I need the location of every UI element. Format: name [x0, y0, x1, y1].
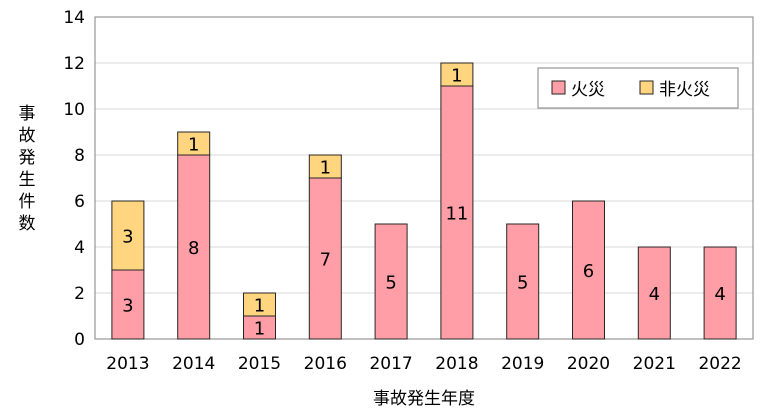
bar-value-label: 1	[254, 319, 265, 340]
y-axis-title-text: 事故発生件数	[19, 104, 36, 234]
bar-segment	[440, 62, 474, 87]
bar-segment	[703, 246, 737, 340]
x-axis-title: 事故発生年度	[373, 389, 475, 409]
bar-segment	[308, 177, 342, 340]
bar-value-label: 3	[122, 296, 133, 317]
bar-value-label: 6	[583, 261, 594, 282]
x-tick-label: 2015	[238, 354, 281, 374]
y-tick-label: 0	[74, 330, 85, 350]
bar-value-label: 1	[188, 135, 199, 156]
bar-segment	[506, 223, 540, 340]
y-axis-title: 事故発生件数	[19, 104, 36, 234]
x-tick-label: 2013	[106, 354, 149, 374]
y-tick-label: 2	[74, 284, 85, 304]
bar-segment	[440, 85, 474, 340]
bar-segment	[243, 292, 276, 317]
bar-value-label: 1	[320, 158, 331, 179]
x-axis-ticks: 2013 2014 2015 2016 2017 2018 2019 2020 2021 2022	[106, 354, 741, 374]
bar-value-label: 4	[714, 284, 725, 305]
legend-swatch	[639, 80, 654, 95]
bar-value-label: 8	[188, 238, 199, 259]
y-axis-ticks: 0 2 4 6 8 10 12 14	[63, 8, 85, 350]
x-tick-label: 2019	[501, 354, 544, 374]
bar-segment	[308, 154, 342, 179]
bar-segment	[572, 200, 605, 340]
bar-value-label: 4	[649, 284, 660, 305]
y-tick-label: 10	[63, 100, 85, 120]
x-tick-label: 2020	[567, 354, 610, 374]
x-tick-label: 2014	[172, 354, 215, 374]
bar-value-label: 1	[451, 66, 462, 87]
y-tick-label: 8	[74, 146, 85, 166]
bar-value-label: 7	[320, 250, 331, 271]
legend-label: 非火災	[659, 80, 710, 100]
legend-label: 火災	[571, 80, 605, 100]
bar-segment	[177, 154, 211, 340]
bar-segment	[374, 223, 408, 340]
bar-value-label: 11	[445, 204, 468, 225]
x-tick-label: 2018	[435, 354, 478, 374]
y-tick-label: 12	[63, 54, 85, 74]
x-tick-label: 2016	[304, 354, 347, 374]
bar-segment	[637, 246, 671, 340]
x-tick-label: 2021	[633, 354, 676, 374]
y-tick-label: 4	[74, 238, 85, 258]
bar-segment	[111, 200, 145, 271]
bar-value-label: 5	[517, 273, 528, 294]
legend-swatch	[551, 80, 566, 95]
x-tick-label: 2017	[369, 354, 412, 374]
bar-value-label: 5	[385, 273, 396, 294]
bar-value-label: 1	[254, 296, 265, 317]
bar-segment	[177, 131, 211, 156]
y-tick-label: 14	[63, 8, 85, 28]
y-tick-label: 6	[74, 192, 85, 212]
x-tick-label: 2022	[698, 354, 741, 374]
plot-area-frame	[94, 16, 754, 340]
legend: 火災 非火災	[537, 67, 739, 109]
bar-value-label: 3	[122, 227, 133, 248]
legend-box	[537, 67, 739, 109]
